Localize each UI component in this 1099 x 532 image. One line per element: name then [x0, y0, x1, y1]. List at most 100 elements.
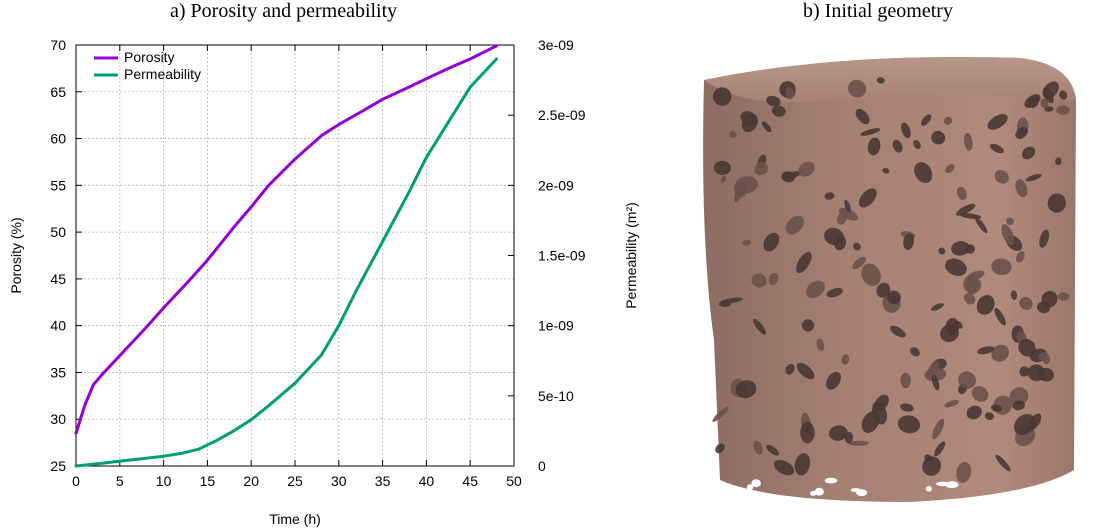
x-tick-label: 25 [287, 473, 303, 489]
pore [1039, 229, 1050, 248]
x-tick-label: 30 [331, 473, 347, 489]
pore [712, 406, 729, 422]
x-axis-label: Time (h) [269, 511, 321, 527]
pore [781, 171, 796, 183]
pore [785, 86, 795, 100]
y2-tick-label: 1.5e-09 [538, 248, 586, 264]
pore [753, 318, 766, 335]
pore [1012, 400, 1025, 411]
pore [943, 116, 953, 125]
pore [1016, 251, 1025, 263]
pore [1056, 105, 1070, 115]
rock-top-face [704, 56, 1076, 103]
x-tick-label: 15 [200, 473, 216, 489]
pore [720, 175, 727, 183]
y2-tick-label: 5e-10 [538, 388, 574, 404]
pore [956, 461, 972, 483]
y-tick-label: 30 [50, 411, 66, 427]
pore [766, 95, 781, 107]
pore [838, 207, 859, 221]
pore [964, 132, 973, 151]
pore [754, 161, 768, 176]
pore [959, 213, 982, 219]
pore [963, 292, 976, 305]
pore [1025, 173, 1042, 182]
pore [991, 258, 1012, 276]
pore [931, 374, 940, 391]
pore [753, 440, 763, 455]
y-tick-label: 35 [50, 364, 66, 380]
pore [921, 114, 932, 126]
pore [735, 380, 757, 399]
pore [816, 338, 825, 351]
pore [889, 325, 906, 338]
edge-gap [751, 479, 761, 488]
pore [1037, 301, 1051, 314]
pore [876, 77, 885, 84]
grid [76, 45, 514, 466]
pore [785, 215, 804, 235]
pore [1009, 387, 1029, 406]
panel-a-title: a) Porosity and permeability [170, 0, 398, 22]
series-line-porosity [74, 44, 498, 435]
pore [768, 272, 779, 286]
pore [897, 415, 921, 434]
pore [824, 192, 835, 200]
pore [841, 354, 850, 365]
x-tick-label: 20 [243, 473, 259, 489]
x-tick-label: 0 [72, 473, 80, 489]
edge-gap [824, 477, 838, 484]
pore [834, 235, 847, 251]
pore [1019, 366, 1030, 377]
pore [796, 251, 812, 274]
pore [976, 295, 995, 315]
pore [977, 346, 995, 355]
pore [903, 233, 914, 250]
y-tick-label: 40 [50, 318, 66, 334]
pore [1028, 413, 1042, 431]
pore [956, 203, 976, 216]
pore [1055, 157, 1062, 166]
pore [1006, 217, 1014, 226]
pore [1057, 292, 1070, 301]
pore [740, 111, 758, 127]
x-tick-label: 10 [156, 473, 172, 489]
rock-pores [712, 77, 1070, 483]
pore [805, 280, 825, 299]
pore [1019, 296, 1033, 311]
pore [718, 300, 732, 308]
series-lines [74, 44, 498, 468]
porosity-permeability-chart: 0 5 10 15 20 25 30 35 40 45 50 25 30 35 40 45 50 55 60 65 7… [8, 37, 639, 527]
pore [886, 290, 901, 305]
y2-tick-label: 2.5e-09 [538, 107, 586, 123]
pore [945, 164, 955, 174]
pore [1018, 338, 1036, 357]
pore [861, 263, 881, 286]
pore [914, 162, 933, 184]
y-tick-label: 45 [50, 271, 66, 287]
legend-label-permeability: Permeability [124, 66, 201, 82]
y-axis-left-label: Porosity (%) [8, 217, 24, 293]
pore [858, 188, 877, 208]
pore [944, 258, 967, 276]
y-tick-label: 50 [50, 224, 66, 240]
x-tick-label: 50 [506, 473, 522, 489]
pore [989, 143, 1004, 154]
rock-sample-image [703, 56, 1076, 503]
pore [867, 137, 881, 156]
pore [944, 400, 959, 408]
edge-gap [925, 486, 932, 492]
pore [927, 360, 940, 377]
pore [763, 232, 780, 252]
y2-tick-label: 1e-09 [538, 318, 574, 334]
y-tick-label: 70 [50, 37, 66, 53]
pore [826, 288, 843, 298]
pore [761, 121, 772, 133]
pore [994, 169, 1009, 184]
pore [932, 418, 945, 440]
pore [733, 186, 743, 203]
legend-label-porosity: Porosity [124, 49, 175, 65]
pore [991, 344, 1009, 362]
x-tick-label: 5 [116, 473, 124, 489]
pore [910, 347, 920, 357]
